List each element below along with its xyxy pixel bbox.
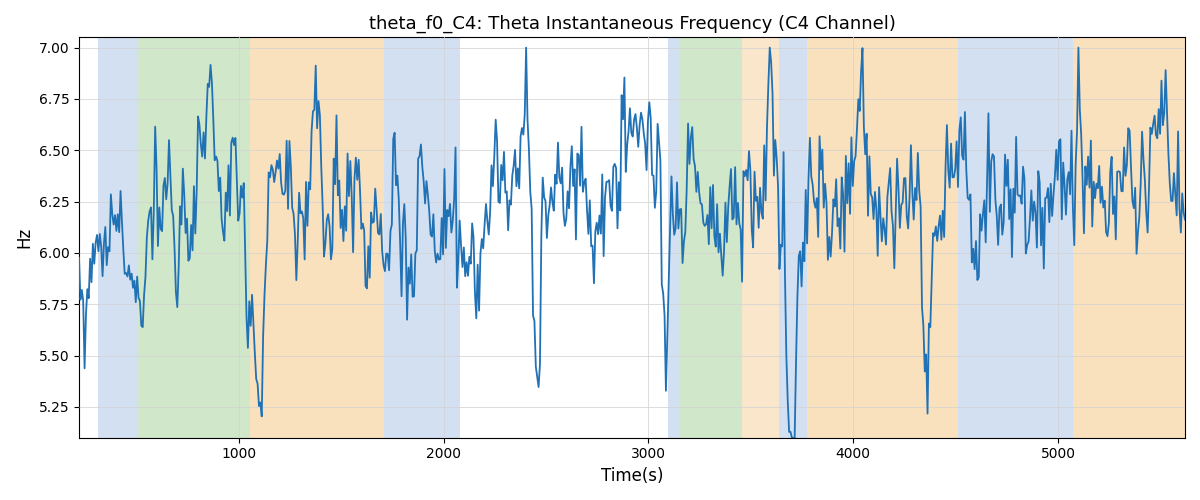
Bar [98,38,138,438]
Bar [668,38,680,438]
Bar [138,38,250,438]
Bar [250,38,384,438]
Bar [808,38,958,438]
Bar [384,38,460,438]
Bar [1073,38,1186,438]
Bar [958,38,1073,438]
Y-axis label: Hz: Hz [14,227,32,248]
Title: theta_f0_C4: Theta Instantaneous Frequency (C4 Channel): theta_f0_C4: Theta Instantaneous Frequen… [368,15,895,34]
Bar [780,38,808,438]
Bar [680,38,742,438]
X-axis label: Time(s): Time(s) [601,467,664,485]
Bar [742,38,780,438]
